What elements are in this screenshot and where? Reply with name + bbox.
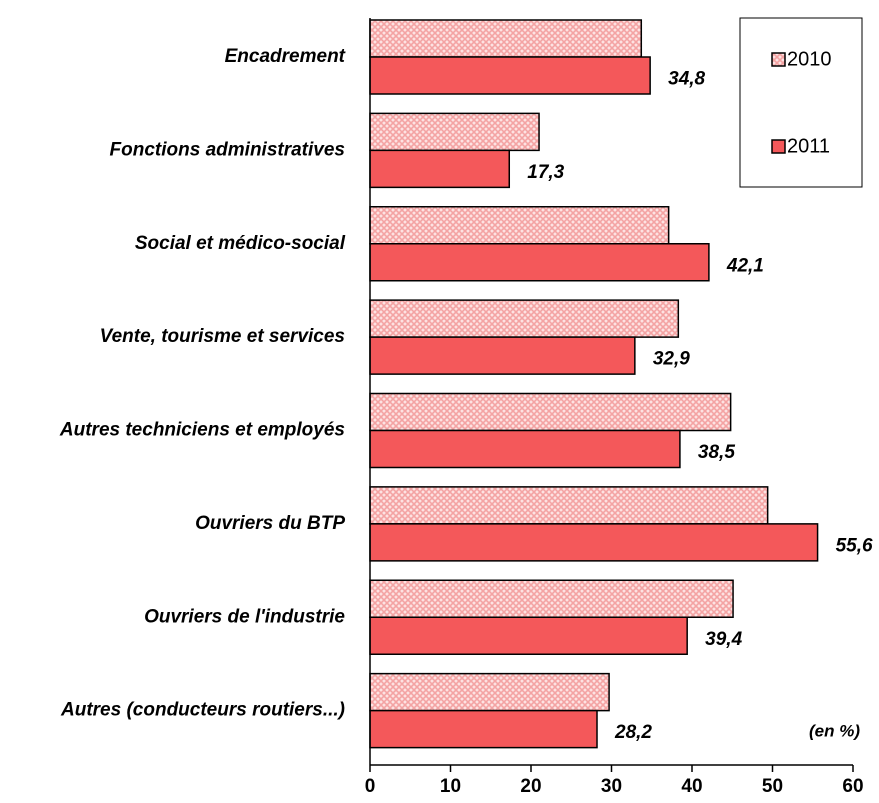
- value-label: 32,9: [653, 349, 690, 370]
- category-label: Vente, tourisme et services: [100, 326, 345, 347]
- value-label: 55,6: [836, 535, 873, 556]
- value-label: 28,2: [614, 722, 652, 743]
- x-tick-label: 60: [842, 776, 863, 797]
- bar: [369, 112, 540, 152]
- bar: [369, 523, 819, 562]
- x-tick-label: 50: [762, 776, 783, 797]
- value-label: 34,8: [668, 69, 705, 90]
- bar: [369, 206, 670, 245]
- bar: [369, 429, 681, 469]
- legend: 2010 2011: [739, 17, 863, 188]
- category-label: Social et médico-social: [135, 233, 346, 254]
- legend-label: 2011: [787, 135, 830, 157]
- bar: [369, 299, 680, 338]
- bar: [369, 486, 769, 525]
- value-label: 38,5: [698, 442, 735, 463]
- bar: [369, 19, 643, 58]
- bar: [369, 672, 610, 712]
- bar: [369, 56, 651, 95]
- bar: [369, 243, 710, 282]
- bar: [369, 579, 734, 618]
- bar: [369, 149, 511, 189]
- category-label: Ouvriers de l'industrie: [144, 606, 345, 627]
- category-label: Encadrement: [225, 46, 346, 67]
- bar: [369, 336, 636, 375]
- value-label: 42,1: [726, 255, 764, 276]
- x-tick-label: 20: [520, 776, 541, 797]
- x-tick-label: 30: [601, 776, 622, 797]
- legend-swatch: [771, 139, 786, 154]
- bar: [369, 616, 688, 655]
- annotation: (en %): [809, 721, 860, 740]
- x-tick-label: 40: [681, 776, 702, 797]
- legend-box: [739, 17, 863, 188]
- bar: [369, 709, 598, 749]
- legend-swatch: [771, 52, 786, 67]
- x-tick-label: 10: [440, 776, 461, 797]
- value-label: 17,3: [527, 162, 564, 183]
- x-tick-label: 0: [365, 776, 376, 797]
- category-label: Fonctions administratives: [110, 139, 345, 160]
- value-label: 39,4: [705, 629, 742, 650]
- bar: [369, 392, 732, 432]
- category-label: Ouvriers du BTP: [195, 513, 345, 534]
- legend-label: 2010: [787, 48, 832, 70]
- category-label: Autres techniciens et employés: [59, 420, 345, 441]
- category-label: Autres (conducteurs routiers...): [60, 700, 345, 721]
